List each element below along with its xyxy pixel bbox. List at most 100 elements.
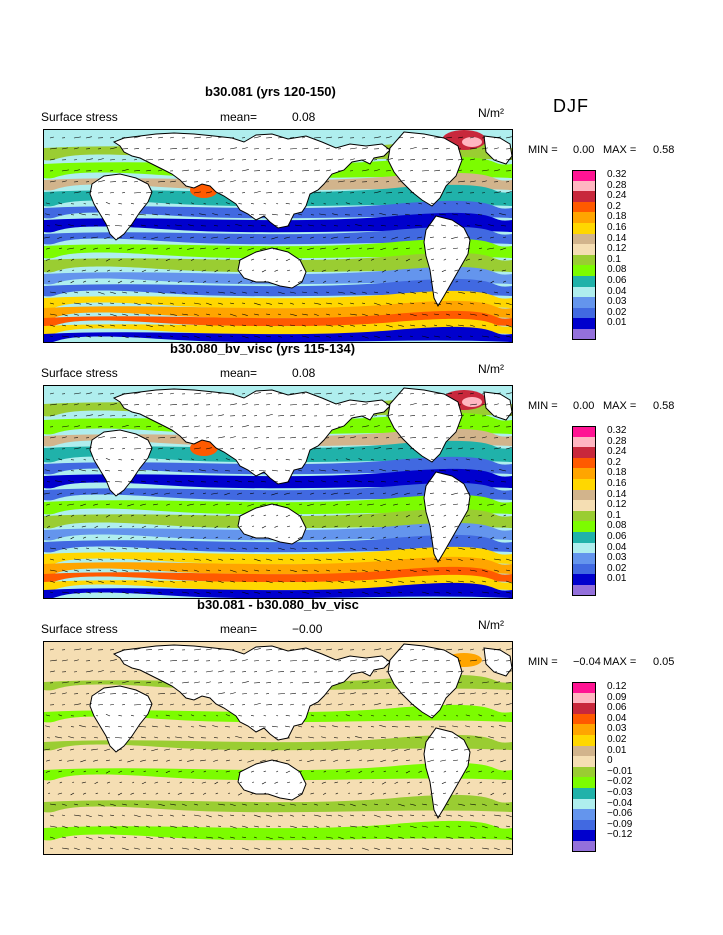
wind-arrow (409, 137, 414, 139)
wind-arrow (433, 569, 439, 572)
wind-arrow (133, 324, 137, 327)
wind-arrow (205, 425, 211, 428)
legend-label: 0.08 (607, 264, 627, 276)
legend-swatch (572, 830, 596, 841)
wind-arrow (83, 715, 87, 717)
wind-arrow (373, 191, 381, 194)
wind-arrow (408, 792, 411, 795)
wind-arrow (493, 659, 499, 662)
wind-arrow (385, 181, 390, 183)
wind-arrow (443, 770, 447, 773)
wind-arrow (166, 247, 171, 250)
wind-arrow (358, 714, 363, 717)
wind-arrow (193, 681, 200, 684)
wind-arrow (169, 291, 176, 294)
wind-arrow (154, 736, 159, 739)
wind-arrow (409, 649, 414, 651)
wind-arrow (373, 302, 381, 306)
wind-arrow (205, 414, 213, 417)
wind-arrow (277, 803, 285, 807)
legend-swatch (572, 840, 596, 852)
wind-arrow (421, 703, 425, 706)
wind-arrow (394, 480, 399, 483)
wind-arrow (361, 814, 366, 816)
wind-arrow (85, 313, 90, 316)
wind-arrow (49, 558, 54, 561)
wind-arrow (145, 180, 149, 183)
wind-arrow (106, 247, 111, 250)
wind-arrow (310, 792, 315, 795)
wind-arrow (297, 748, 303, 751)
wind-arrow (193, 169, 200, 172)
continent-outline (89, 685, 153, 753)
wind-arrow (325, 324, 333, 327)
wind-arrow (382, 536, 387, 539)
wind-arrow (385, 580, 393, 584)
wind-arrow (406, 525, 411, 528)
wind-arrow (301, 659, 308, 662)
wind-arrow (432, 781, 435, 784)
wind-arrow (409, 313, 417, 317)
wind-arrow (500, 503, 507, 507)
wind-arrow (391, 748, 399, 752)
wind-arrow (145, 692, 149, 695)
wind-arrow (97, 803, 105, 807)
wind-arrow (217, 136, 223, 139)
wind-arrow (445, 671, 453, 673)
wind-arrow (337, 136, 343, 139)
wind-arrow (348, 536, 351, 538)
legend-label: 0.02 (607, 562, 627, 574)
wind-arrow (505, 291, 510, 293)
wind-arrow (181, 558, 185, 561)
wind-arrow (481, 180, 487, 183)
wind-arrow (379, 724, 387, 728)
wind-arrow (469, 692, 476, 695)
wind-arrow (97, 170, 103, 172)
wind-arrow (157, 659, 161, 662)
wind-arrow (238, 503, 243, 505)
wind-arrow (247, 503, 255, 507)
wind-arrow (253, 648, 261, 651)
wind-arrow (337, 580, 344, 584)
wind-arrow (273, 503, 279, 506)
legend-swatch (572, 222, 596, 234)
wind-arrow (457, 547, 465, 550)
wind-arrow (289, 692, 296, 695)
wind-arrow (445, 425, 451, 428)
wind-arrow (373, 181, 379, 183)
legend-swatch (572, 426, 596, 437)
wind-arrow (433, 670, 437, 673)
wind-arrow (481, 291, 487, 294)
wind-arrow (253, 693, 258, 695)
wind-arrow (229, 192, 235, 194)
wind-arrow (499, 469, 507, 472)
wind-arrow (121, 137, 126, 139)
wind-arrow (421, 580, 426, 583)
wind-arrow (190, 536, 195, 539)
wind-arrow (212, 469, 219, 472)
wind-arrow (478, 458, 483, 461)
wind-arrow (178, 770, 183, 773)
wind-arrow (323, 792, 327, 795)
wind-arrow (337, 558, 343, 561)
wind-arrow (415, 225, 423, 227)
wind-arrow (276, 202, 279, 205)
wind-arrow (313, 313, 319, 316)
wind-arrow (61, 659, 68, 662)
wind-arrow (492, 525, 495, 527)
wind-arrow (106, 781, 111, 784)
wind-arrow (417, 748, 423, 751)
wind-arrow (238, 247, 243, 249)
wind-arrow (57, 280, 63, 283)
wind-arrow (73, 291, 78, 294)
wind-arrow (373, 437, 379, 439)
wind-arrow (445, 403, 450, 406)
wind-arrow (372, 525, 375, 527)
wind-arrow (373, 847, 380, 850)
wind-arrow (130, 202, 135, 205)
wind-arrow (409, 569, 417, 573)
legend-label: 0.06 (607, 530, 627, 542)
panel-1-legend: 0.32 0.28 0.24 0.2 0.18 0.16 0.14 0.12 0.1 0.08 0.… (572, 169, 627, 340)
wind-arrow (445, 803, 449, 806)
wind-arrow (477, 236, 483, 239)
